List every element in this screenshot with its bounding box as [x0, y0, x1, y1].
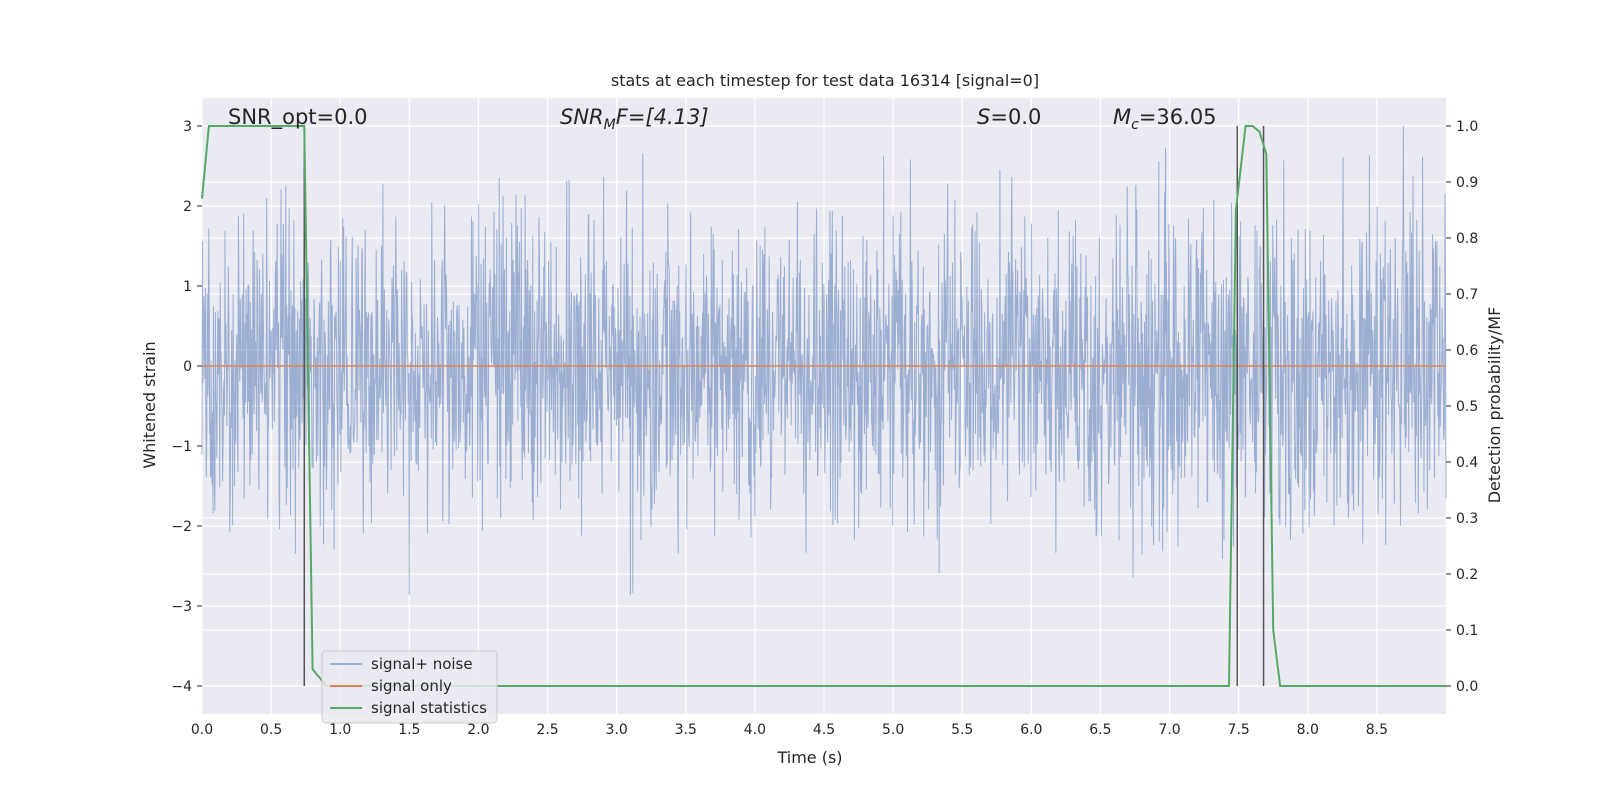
noise-trace — [201, 125, 1447, 596]
y-axis-label-right: Detection probability/MF — [1485, 307, 1504, 504]
y-left-tick-label: −4 — [171, 679, 192, 695]
legend-label-signal-statistics: signal statistics — [371, 699, 487, 717]
x-tick-label: 3.0 — [606, 722, 628, 738]
chart-title: stats at each timestep for test data 163… — [611, 71, 1039, 90]
annotation-mc-rest: =36.05 — [1139, 105, 1217, 129]
y-right-tick-label: 0.4 — [1456, 455, 1478, 471]
x-tick-label: 4.5 — [813, 722, 835, 738]
signal-statistics-line — [201, 125, 1446, 687]
y-right-ticks: 0.0 0.1 0.2 0.3 0.4 0.5 0.6 0.7 0.8 0.9 1.0 — [1446, 119, 1478, 695]
annotation-snr-mf-main: SNR — [560, 105, 604, 129]
annotation-mc-sub: c — [1131, 117, 1139, 133]
x-tick-label: 8.5 — [1366, 722, 1388, 738]
y-left-tick-label: 0 — [183, 359, 192, 375]
annotation-mc-main: M — [1113, 105, 1131, 129]
annotation-mc: Mc=36.05 — [1113, 105, 1217, 133]
x-tick-label: 6.5 — [1089, 722, 1111, 738]
annotation-snr-opt: SNR_opt=0.0 — [228, 105, 368, 130]
annotation-snr-mf-sub: M — [604, 117, 616, 133]
x-tick-label: 1.5 — [398, 722, 420, 738]
annotation-s-main: S — [977, 105, 990, 129]
legend-box — [321, 650, 498, 724]
annotation-snr-mf: SNRMF=[4.13] — [560, 105, 709, 133]
y-left-ticks: −4 −3 −2 −1 0 1 2 3 — [171, 119, 202, 695]
series-signal-statistics — [201, 125, 1446, 687]
x-tick-label: 5.0 — [882, 722, 904, 738]
annotations: SNR_opt=0.0 SNRMF=[4.13] S=0.0 Mc=36.05 — [228, 105, 1217, 133]
y-left-tick-label: 2 — [183, 199, 192, 215]
x-tick-label: 7.0 — [1158, 722, 1180, 738]
y-left-tick-label: −1 — [171, 439, 192, 455]
y-left-tick-label: −2 — [171, 519, 192, 535]
y-right-tick-label: 0.6 — [1456, 343, 1478, 359]
x-tick-label: 8.0 — [1297, 722, 1319, 738]
x-tick-label: 6.0 — [1020, 722, 1042, 738]
x-tick-label: 1.0 — [329, 722, 351, 738]
series-signal-noise — [201, 125, 1447, 596]
y-right-tick-label: 0.0 — [1456, 679, 1478, 695]
legend: signal+ noise signal only signal statist… — [321, 650, 498, 724]
y-right-tick-label: 0.8 — [1456, 231, 1478, 247]
y-left-tick-label: 3 — [183, 119, 192, 135]
annotation-s-rest: =0.0 — [990, 105, 1041, 129]
x-tick-label: 4.0 — [744, 722, 766, 738]
y-right-tick-label: 0.1 — [1456, 623, 1478, 639]
x-ticks: 0.0 0.5 1.0 1.5 2.0 2.5 3.0 3.5 4.0 4.5 5.0 5.5 6.0 6… — [191, 722, 1388, 738]
x-tick-label: 2.0 — [467, 722, 489, 738]
x-tick-label: 5.5 — [951, 722, 973, 738]
x-tick-label: 0.5 — [260, 722, 282, 738]
y-right-tick-label: 0.5 — [1456, 399, 1478, 415]
x-tick-label: 0.0 — [191, 722, 213, 738]
legend-label-signal-noise: signal+ noise — [371, 655, 473, 673]
y-left-tick-label: −3 — [171, 599, 192, 615]
y-right-tick-label: 1.0 — [1456, 119, 1478, 135]
x-tick-label: 3.5 — [675, 722, 697, 738]
annotation-s: S=0.0 — [977, 105, 1041, 129]
vertical-markers — [303, 126, 1265, 686]
x-tick-label: 2.5 — [536, 722, 558, 738]
y-left-tick-label: 1 — [183, 279, 192, 295]
annotation-snr-mf-rest-f: F=[4.13] — [616, 105, 709, 129]
y-right-tick-label: 0.9 — [1456, 175, 1478, 191]
y-right-tick-label: 0.3 — [1456, 511, 1478, 527]
y-axis-label-left: Whitened strain — [140, 341, 159, 468]
x-tick-label: 7.5 — [1228, 722, 1250, 738]
x-axis-label: Time (s) — [776, 748, 842, 767]
y-right-tick-label: 0.7 — [1456, 287, 1478, 303]
y-right-tick-label: 0.2 — [1456, 567, 1478, 583]
legend-label-signal-only: signal only — [371, 677, 452, 695]
